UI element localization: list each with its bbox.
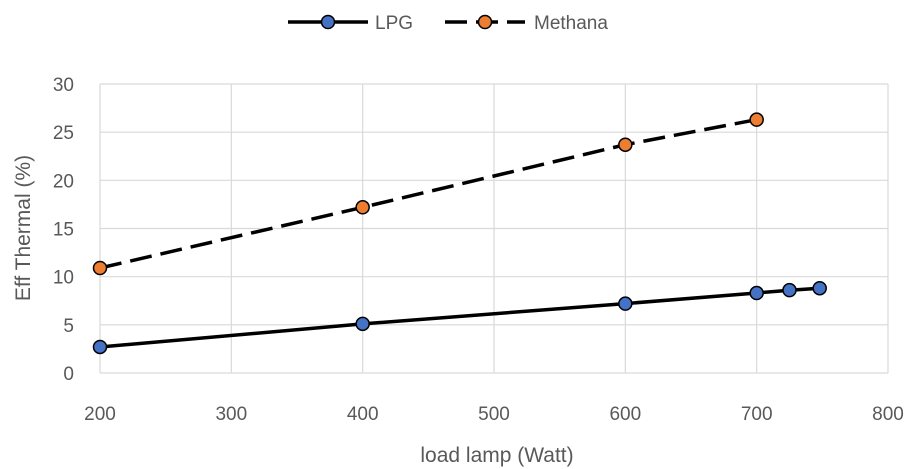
y-tick-label: 0 — [63, 364, 74, 385]
x-tick-label: 500 — [478, 404, 510, 425]
x-tick-label: 600 — [609, 404, 641, 425]
data-point-methana — [355, 200, 370, 215]
y-tick-label: 10 — [53, 268, 74, 289]
gridlines — [99, 83, 889, 374]
x-tick-label: 400 — [347, 404, 379, 425]
data-point-lpg — [92, 339, 108, 355]
legend-label-lpg: LPG — [375, 13, 413, 34]
data-point-methana — [749, 112, 764, 127]
data-point-lpg — [782, 282, 797, 298]
data-point-lpg — [749, 285, 764, 301]
y-tick-label: 30 — [53, 75, 74, 96]
series-line-lpg — [99, 286, 820, 349]
y-tick-label: 15 — [53, 220, 74, 241]
y-tick-label: 5 — [63, 316, 74, 337]
y-tick-label: 20 — [53, 171, 74, 192]
legend-marker-methana — [477, 14, 493, 30]
y-tick-label: 25 — [53, 123, 74, 144]
data-point-lpg — [618, 296, 633, 311]
x-axis-title: load lamp (Watt) — [420, 444, 573, 467]
data-point-lpg — [812, 280, 827, 296]
series-line-methana — [99, 117, 758, 270]
legend-marker-lpg — [320, 14, 336, 30]
x-tick-label: 700 — [741, 404, 773, 425]
data-point-lpg — [355, 316, 370, 332]
x-tick-label: 200 — [84, 404, 116, 425]
y-axis-title: Eff Thermal (%) — [12, 155, 35, 301]
legend: LPG Methana — [288, 13, 608, 34]
data-point-methana — [92, 260, 108, 276]
plot-area — [92, 112, 827, 355]
tick-labels: 0 5 10 15 20 25 30 200 300 400 500 600 700 800 — [53, 75, 904, 425]
x-tick-label: 800 — [872, 404, 904, 425]
data-point-methana — [618, 137, 633, 152]
x-tick-label: 300 — [215, 404, 247, 425]
legend-label-methana: Methana — [534, 13, 608, 34]
